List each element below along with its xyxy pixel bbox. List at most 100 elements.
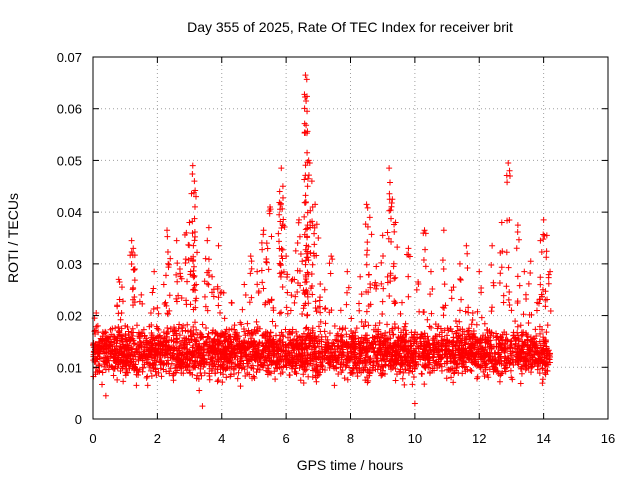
bulk-data-point bbox=[486, 366, 493, 373]
spike-data-point bbox=[301, 105, 308, 112]
spike-data-point bbox=[372, 279, 379, 286]
bulk-data-point bbox=[152, 335, 159, 342]
bulk-data-point bbox=[154, 342, 161, 349]
spike-data-point bbox=[312, 298, 319, 305]
bulk-data-point bbox=[328, 342, 335, 349]
bulk-data-point bbox=[189, 357, 196, 364]
bulk-data-point bbox=[296, 364, 303, 371]
bulk-data-point bbox=[111, 365, 118, 372]
spike-data-point bbox=[191, 282, 198, 289]
bulk-data-point bbox=[384, 345, 391, 352]
spike-data-point bbox=[313, 221, 320, 228]
bulk-data-point bbox=[392, 365, 399, 372]
spike-data-point bbox=[309, 204, 316, 210]
bulk-data-point bbox=[364, 379, 371, 386]
bulk-data-point bbox=[391, 349, 398, 356]
bulk-data-point bbox=[467, 367, 474, 374]
spike-data-point bbox=[260, 285, 267, 292]
data-point bbox=[537, 237, 544, 244]
spike-data-point bbox=[307, 219, 314, 226]
spike-data-point bbox=[270, 307, 277, 314]
bulk-data-point bbox=[241, 346, 248, 353]
bulk-data-point bbox=[461, 352, 468, 359]
data-point bbox=[130, 245, 137, 252]
spike-data-point bbox=[304, 312, 311, 319]
spike-data-point bbox=[299, 310, 306, 317]
spike-data-point bbox=[279, 284, 286, 291]
spike-data-point bbox=[391, 221, 398, 228]
spike-data-point bbox=[294, 239, 301, 246]
bulk-data-point bbox=[118, 348, 125, 355]
bulk-data-point bbox=[280, 348, 287, 355]
bulk-data-point bbox=[117, 368, 124, 375]
bulk-data-point bbox=[438, 363, 445, 370]
bulk-data-point bbox=[533, 340, 540, 347]
x-tick-label: 4 bbox=[218, 431, 225, 446]
spike-data-point bbox=[268, 233, 275, 240]
bulk-data-point bbox=[447, 325, 454, 332]
spike-data-point bbox=[305, 300, 312, 307]
bulk-data-point bbox=[419, 348, 426, 355]
bulk-data-point bbox=[535, 356, 542, 363]
bulk-data-point bbox=[311, 335, 318, 342]
bulk-data-point bbox=[422, 357, 429, 364]
bulk-data-point bbox=[209, 355, 216, 362]
spike-data-point bbox=[276, 245, 283, 252]
bulk-data-point bbox=[395, 333, 402, 340]
x-tick-label: 12 bbox=[472, 431, 486, 446]
bulk-data-point bbox=[519, 331, 526, 338]
spike-data-point bbox=[543, 248, 550, 255]
bulk-data-point bbox=[466, 343, 473, 350]
data-point bbox=[135, 372, 142, 379]
bulk-data-point bbox=[90, 349, 97, 356]
bulk-data-point bbox=[271, 368, 278, 375]
bulk-data-point bbox=[309, 362, 316, 369]
bulk-data-point bbox=[257, 359, 264, 366]
bulk-data-point bbox=[372, 353, 379, 360]
bulk-data-point bbox=[418, 342, 425, 349]
bulk-data-point bbox=[276, 364, 283, 371]
bulk-data-point bbox=[260, 332, 267, 339]
spike-data-point bbox=[283, 304, 290, 311]
bulk-data-point bbox=[205, 334, 212, 341]
spike-data-point bbox=[177, 270, 184, 277]
y-tick-label: 0.04 bbox=[57, 205, 82, 220]
data-point bbox=[221, 330, 228, 337]
bulk-data-point bbox=[191, 364, 198, 371]
bulk-data-point bbox=[358, 334, 365, 341]
bulk-data-point bbox=[375, 331, 382, 338]
bulk-data-point bbox=[115, 358, 122, 365]
spike-data-point bbox=[520, 311, 527, 318]
bulk-data-point bbox=[118, 325, 125, 332]
spike-data-point bbox=[116, 296, 123, 303]
spike-data-point bbox=[302, 199, 309, 206]
spike-data-point bbox=[525, 280, 532, 287]
bulk-data-point bbox=[510, 329, 517, 336]
spike-data-point bbox=[391, 275, 398, 282]
spike-data-point bbox=[358, 291, 365, 298]
bulk-data-point bbox=[219, 364, 226, 371]
bulk-data-point bbox=[476, 363, 483, 370]
spike-data-point bbox=[217, 309, 224, 316]
bulk-data-point bbox=[459, 355, 466, 362]
bulk-data-point bbox=[406, 348, 413, 355]
y-tick-label: 0 bbox=[75, 412, 82, 427]
bulk-data-point bbox=[464, 354, 471, 361]
data-point bbox=[191, 178, 198, 185]
bulk-data-point bbox=[190, 330, 197, 337]
spike-data-point bbox=[309, 261, 316, 268]
spike-data-point bbox=[465, 304, 472, 311]
data-point bbox=[157, 361, 164, 368]
bulk-data-point bbox=[158, 373, 165, 380]
data-point bbox=[440, 227, 447, 234]
bulk-data-point bbox=[373, 328, 380, 335]
data-point bbox=[115, 276, 122, 283]
spike-data-point bbox=[500, 299, 507, 306]
bulk-data-point bbox=[543, 345, 550, 352]
data-point bbox=[125, 361, 132, 368]
spike-data-point bbox=[297, 251, 304, 258]
bulk-data-point bbox=[200, 356, 207, 363]
spike-data-point bbox=[458, 296, 465, 303]
bulk-data-point bbox=[344, 376, 351, 383]
spike-data-point bbox=[503, 172, 510, 179]
